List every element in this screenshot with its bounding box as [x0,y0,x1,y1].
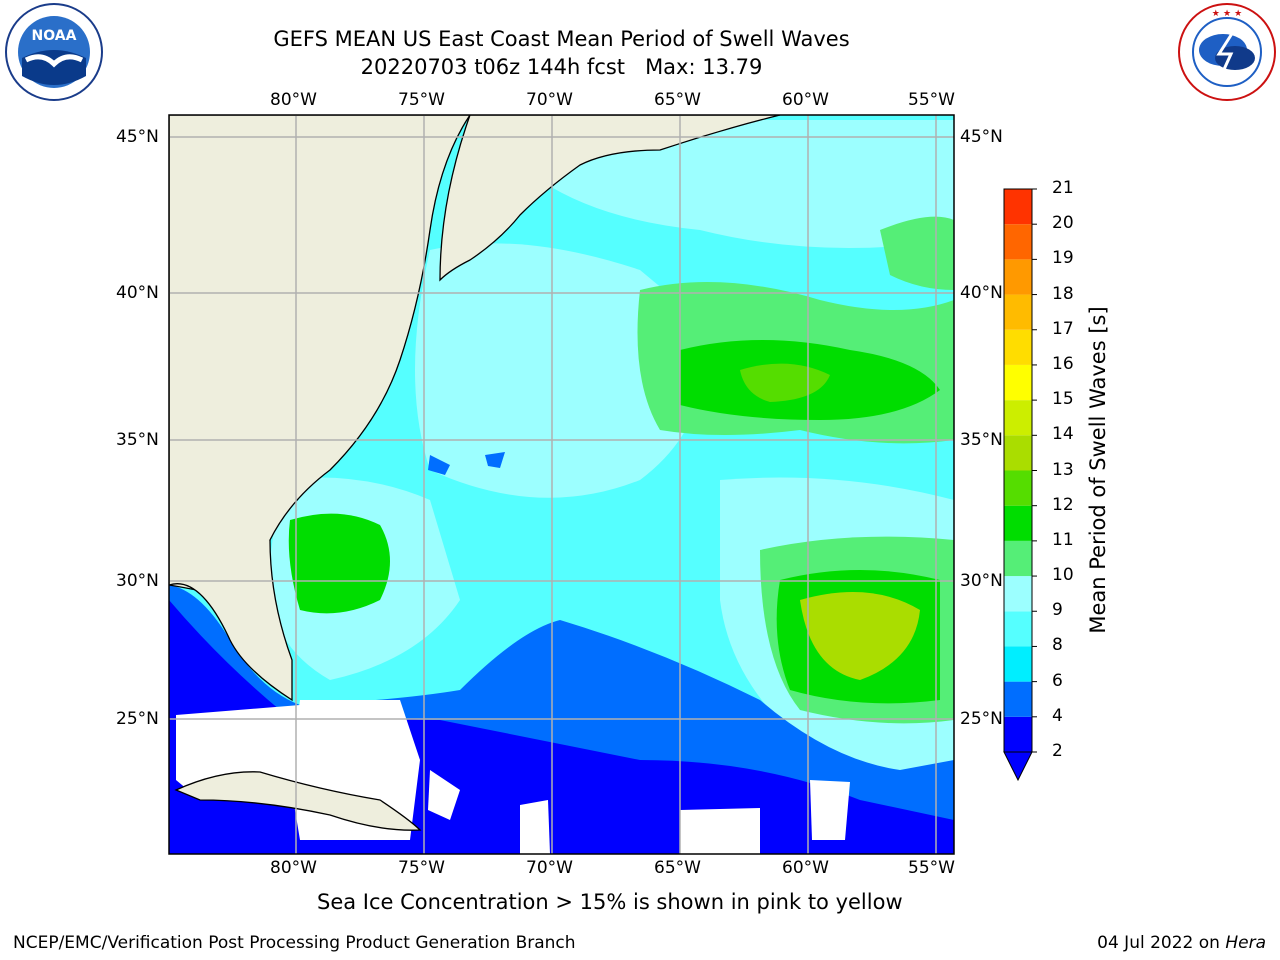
chart-title: GEFS MEAN US East Coast Mean Period of S… [273,27,850,51]
colorbar-box [1004,294,1032,330]
colorbar-box [1004,540,1032,577]
colorbar-box [1004,329,1032,365]
colorbar-tick: 19 [1052,248,1074,269]
lat-tick-right: 45°N [960,127,1003,147]
colorbar-tick: 6 [1052,670,1063,691]
colorbar-box [1004,259,1032,295]
new-england-land [439,115,781,282]
lon-tick-top: 70°W [526,90,573,110]
colorbar-tick: 11 [1052,529,1074,550]
colorbar [1003,188,1037,753]
lat-tick-right: 25°N [960,709,1003,729]
lat-tick-left: 30°N [116,571,159,591]
lon-tick-bottom: 80°W [270,858,317,878]
colorbar-tick: 4 [1052,705,1063,726]
lon-tick-top: 55°W [908,90,955,110]
nws-logo: ★ ★ ★ [1178,3,1276,101]
noaa-logo-text: NOAA [32,28,77,44]
colorbar-tick: 14 [1052,424,1074,445]
colorbar-extend-arrow [1003,751,1033,782]
map-frame [168,114,955,855]
lon-tick-top: 75°W [398,90,445,110]
colorbar-tick: 8 [1052,635,1063,656]
lat-tick-right: 35°N [960,430,1003,450]
chart-subtitle: 20220703 t06z 144h fcst Max: 13.79 [360,55,763,79]
colorbar-box [1004,435,1032,471]
lon-tick-bottom: 65°W [654,858,701,878]
lat-tick-left: 40°N [116,283,159,303]
lon-tick-top: 65°W [654,90,701,110]
colorbar-box [1004,189,1032,225]
footer-credit: NCEP/EMC/Verification Post Processing Pr… [13,933,576,953]
lon-tick-top: 80°W [270,90,317,110]
cuba-land [174,771,422,831]
lat-tick-left: 45°N [116,127,159,147]
colorbar-box [1004,716,1032,752]
sea-ice-note: Sea Ice Concentration > 15% is shown in … [317,890,903,914]
colorbar-box [1004,224,1032,260]
colorbar-tick: 18 [1052,283,1074,304]
colorbar-box [1004,646,1032,682]
colorbar-box [1004,576,1032,612]
colorbar-box [1004,611,1032,647]
lon-tick-bottom: 55°W [908,858,955,878]
colorbar-tick: 13 [1052,459,1074,480]
noaa-logo: NOAA [5,3,103,101]
lon-tick-bottom: 75°W [398,858,445,878]
svg-text:★ ★ ★: ★ ★ ★ [1212,9,1242,19]
lon-tick-top: 60°W [782,90,829,110]
colorbar-box [1004,470,1032,506]
colorbar-tick: 2 [1052,741,1063,761]
colorbar-tick: 12 [1052,494,1074,515]
colorbar-tick: 10 [1052,565,1074,586]
colorbar-tick: 9 [1052,600,1063,621]
colorbar-box [1004,364,1032,401]
colorbar-label: Mean Period of Swell Waves [s] [1086,306,1110,634]
lat-tick-right: 30°N [960,571,1003,591]
graticule [169,115,954,854]
colorbar-tick: 21 [1052,178,1074,198]
colorbar-tick: 16 [1052,353,1074,374]
lon-tick-bottom: 60°W [782,858,829,878]
footer-host: Hera [1225,933,1266,953]
lat-tick-right: 40°N [960,283,1003,303]
lon-tick-bottom: 70°W [526,858,573,878]
colorbar-box [1004,400,1032,436]
colorbar-tick: 20 [1052,213,1074,234]
colorbar-box [1004,681,1032,717]
lat-tick-left: 35°N [116,430,159,450]
lat-tick-left: 25°N [116,709,159,729]
footer-date-text: 04 Jul 2022 on [1097,933,1226,953]
colorbar-box [1004,505,1032,541]
colorbar-tick: 15 [1052,389,1074,410]
colorbar-tick: 17 [1052,318,1074,339]
footer-date: 04 Jul 2022 on Hera [1097,933,1266,953]
